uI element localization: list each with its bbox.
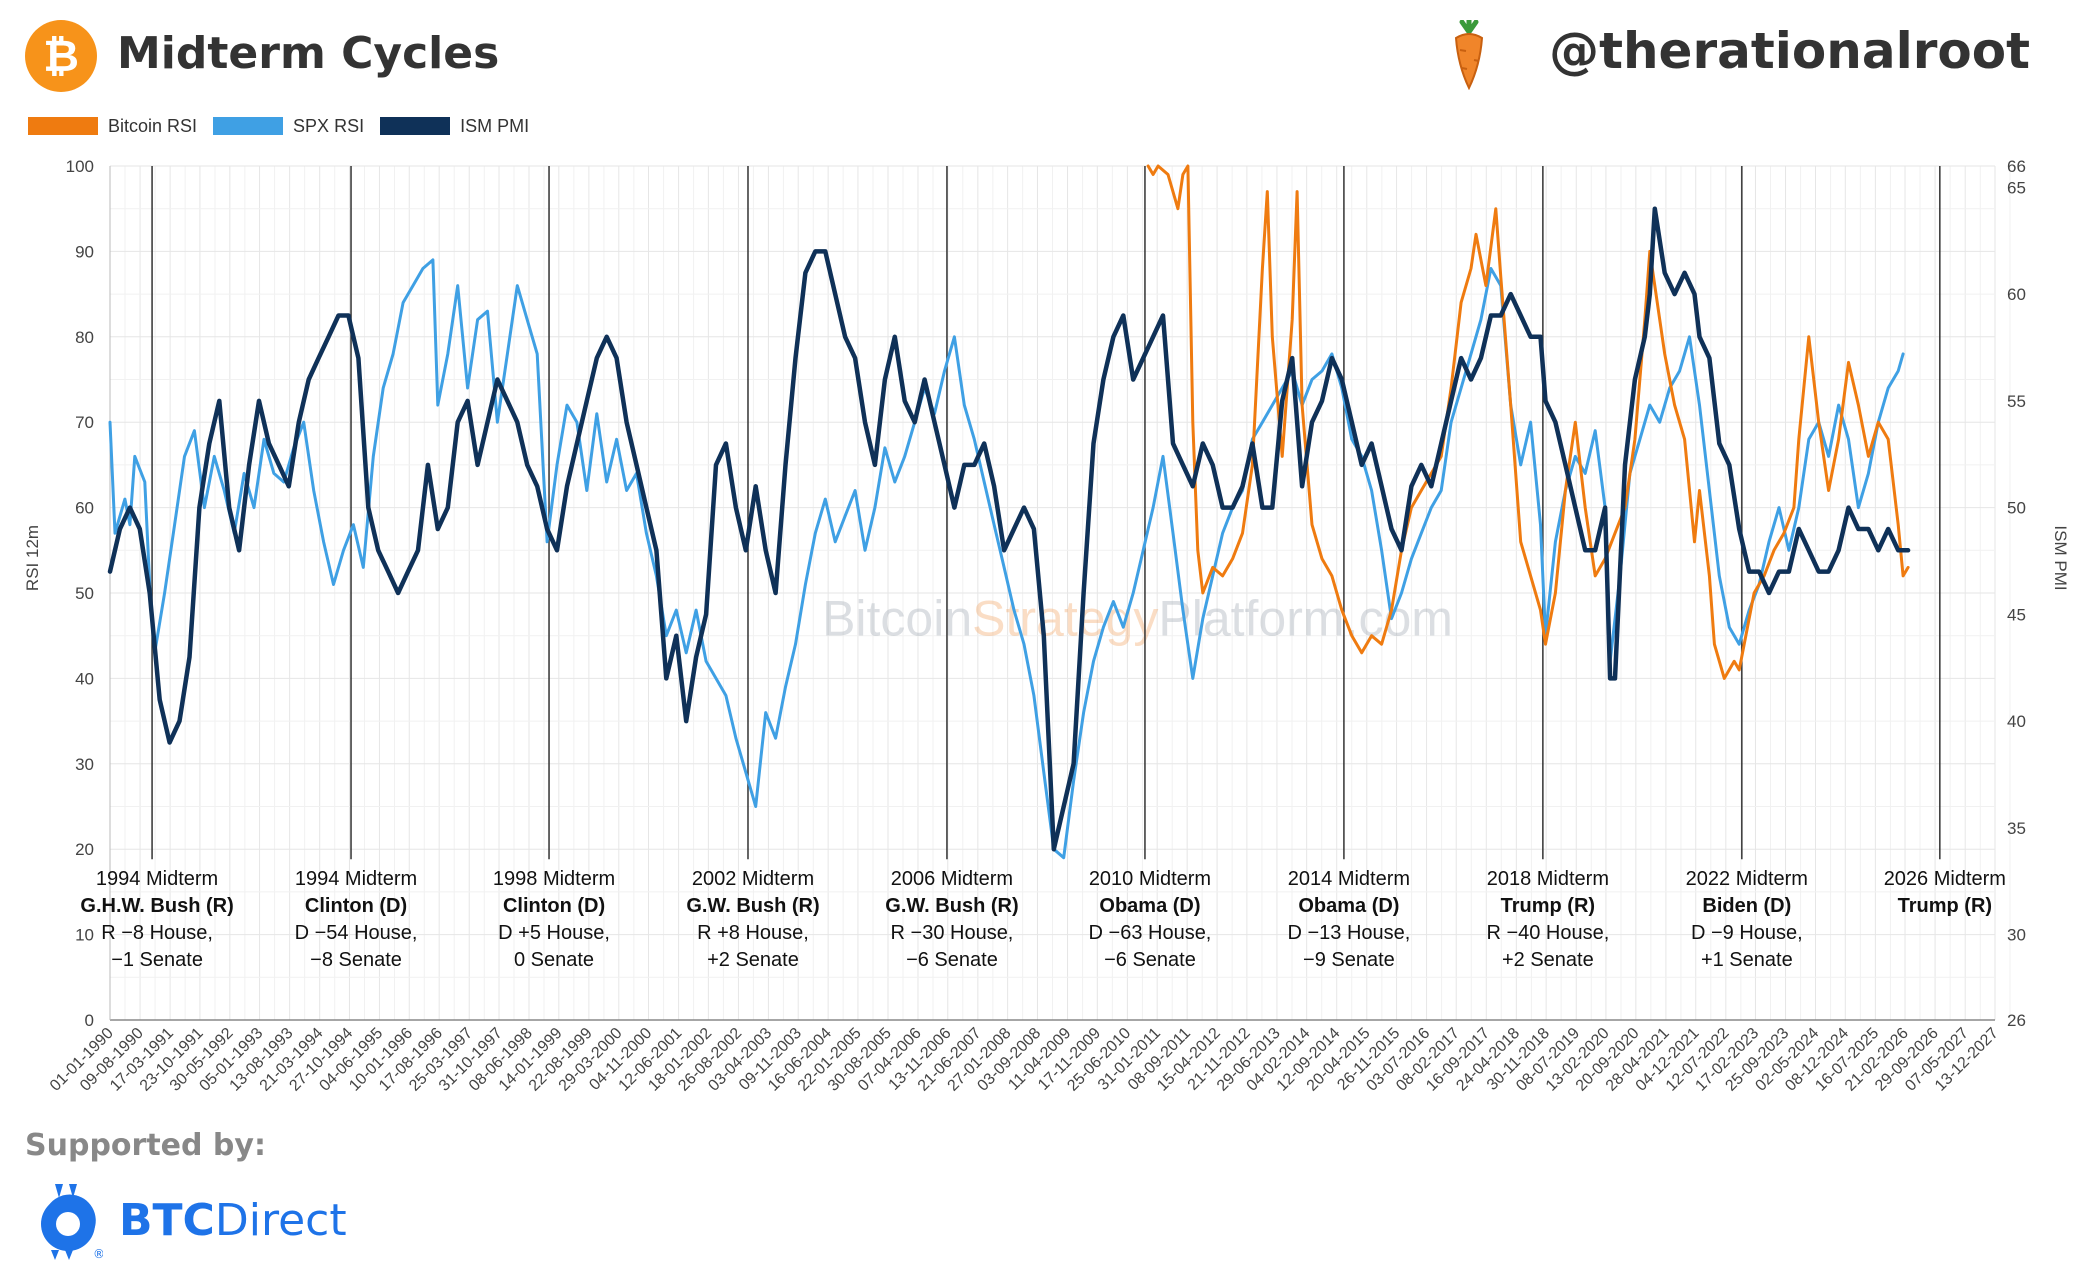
midterm-label-line: 2014 Midterm [1288,868,1410,890]
midterm-annotations: 1994 Midterm G.H.W. Bush (R) R −8 House, −1… [80,166,2006,971]
midterm-label-line: 1994 Midterm [96,868,218,890]
legend-item-ism-pmi[interactable]: ISM PMI [380,116,529,137]
btc-direct-wordmark: BTCDirect [119,1195,347,1246]
y-right-tick-label: 55 [2007,392,2026,411]
chart: BitcoinStrategyPlatform.com 0 10 20 30 40 50 60… [23,157,2070,1095]
legend-swatch-bitcoin-rsi [28,117,98,135]
midterm-label-line: −1 Senate [111,949,203,971]
midterm-label-line: 1994 Midterm [295,868,417,890]
watermark-part: Bitcoin [822,591,972,647]
series-line-bitcoin-rsi [1146,164,1910,680]
midterm-label-line: G.W. Bush (R) [686,895,819,917]
midterm-label-line: D −54 House, [295,922,418,944]
watermark-part: Platform [1158,591,1344,647]
y-right-tick-label: 50 [2007,499,2026,518]
midterm-label-line: D −9 House, [1691,922,1803,944]
watermark-part: Strategy [972,591,1158,647]
y-right-tick-label: 66 [2007,157,2026,176]
y-left-tick-label: 80 [75,328,94,347]
midterm-label-line: −6 Senate [1104,949,1196,971]
midterm-label-line: +1 Senate [1701,949,1793,971]
y-left-tick-label: 50 [75,584,94,603]
gridlines [109,165,2011,1021]
chart-legend: Bitcoin RSI SPX RSI ISM PMI [28,113,545,139]
midterm-label-line: +2 Senate [707,949,799,971]
midterm-label-line: −8 Senate [310,949,402,971]
supported-by-label: Supported by: [25,1128,266,1163]
midterm-label-line: 2018 Midterm [1487,868,1609,890]
midterm-label-line: G.H.W. Bush (R) [80,895,233,917]
midterm-label-line: D −63 House, [1089,922,1212,944]
midterm-label-line: Clinton (D) [503,895,605,917]
series-line-ism-pmi [107,206,1911,852]
y-left-tick-label: 40 [75,669,94,688]
y-right-tick-label: 26 [2007,1011,2026,1030]
midterm-label-line: Trump (R) [1501,895,1595,917]
header: ₿ Midterm Cycles @therationalroot [0,0,2080,100]
bitcoin-symbol: ₿ [43,31,79,82]
brand-bold: BTC [119,1194,215,1246]
y-left-tick-label: 90 [75,242,94,261]
y-left-tick-label: 70 [75,413,94,432]
midterm-label-line: R +8 House, [697,922,809,944]
legend-item-spx-rsi[interactable]: SPX RSI [213,116,364,137]
y-left-tick-label: 60 [75,499,94,518]
y-axis-left-title: RSI 12m [23,525,42,591]
midterm-label-line: 2002 Midterm [692,868,814,890]
legend-label-bitcoin-rsi: Bitcoin RSI [108,115,198,136]
y-left-tick-label: 20 [75,840,94,859]
y-left-tick-label: 10 [75,926,94,945]
midterm-label-line: 2006 Midterm [891,868,1013,890]
page-title: Midterm Cycles [117,28,500,79]
midterm-label-line: 1998 Midterm [493,868,615,890]
y-right-tick-label: 30 [2007,926,2026,945]
registered-mark: ® [93,1247,103,1260]
midterm-label-line: +2 Senate [1502,949,1594,971]
y-right-tick-label: 35 [2007,819,2026,838]
midterm-label-line: 0 Senate [514,949,594,971]
midterm-label-line: 2010 Midterm [1089,868,1211,890]
y-right-tick-label: 60 [2007,285,2026,304]
midterm-label-line: −6 Senate [906,949,998,971]
legend-swatch-ism-pmi [380,117,451,135]
midterm-label-line: R −8 House, [101,922,213,944]
midterm-label-line: R −30 House, [891,922,1014,944]
midterm-label-line: Trump (R) [1898,895,1992,917]
midterm-label-line: D +5 House, [498,922,610,944]
midterm-label-line: R −40 House, [1486,922,1609,944]
y-left-tick-label: 100 [66,157,94,176]
btc-direct-logo[interactable]: ® BTCDirect [33,1180,347,1260]
watermark: BitcoinStrategyPlatform.com [822,591,1453,647]
midterm-label-line: −9 Senate [1303,949,1395,971]
midterm-label-line: 2026 Midterm [1884,868,2006,890]
y-right-tick-label: 40 [2007,712,2026,731]
legend-label-ism-pmi: ISM PMI [460,115,530,136]
midterm-label-line: 2022 Midterm [1686,868,1808,890]
y-left-tick-label: 30 [75,755,94,774]
midterm-label-line: G.W. Bush (R) [885,895,1018,917]
author-handle: @therationalroot [1549,22,2030,80]
btc-direct-icon: ® [41,1184,103,1260]
midterm-label-line: Obama (D) [1298,895,1399,917]
midterm-label-line: D −13 House, [1287,922,1410,944]
y-right-tick-label: 45 [2007,605,2026,624]
y-left-tick-label: 0 [85,1011,94,1030]
y-axis-right-title: ISM PMI [2051,525,2070,590]
y-right-tick-label: 65 [2007,178,2026,197]
bitcoin-logo-icon: ₿ [25,20,97,92]
brand-regular: Direct [214,1194,347,1246]
legend-item-bitcoin-rsi[interactable]: Bitcoin RSI [28,116,197,137]
legend-swatch-spx-rsi [213,117,284,135]
midterm-label-line: Biden (D) [1702,895,1791,917]
midterm-label-line: Obama (D) [1099,895,1200,917]
midterm-label-line: Clinton (D) [305,895,407,917]
legend-label-spx-rsi: SPX RSI [293,115,365,136]
carrot-icon [1454,20,1484,90]
footer: Supported by: ® BTCDirect [25,1128,347,1260]
